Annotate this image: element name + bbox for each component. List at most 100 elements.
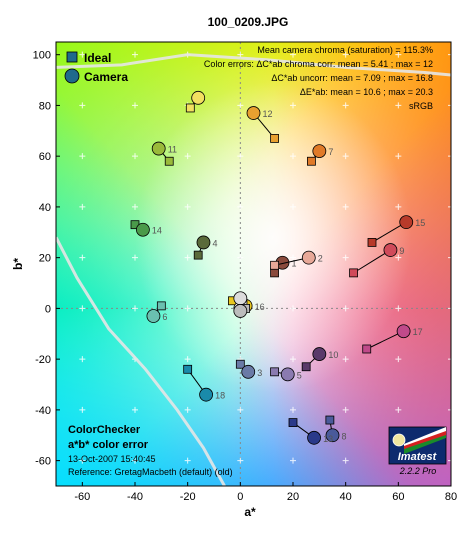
legend-camera-circle <box>64 68 80 84</box>
x-tick-label: -40 <box>127 491 143 503</box>
x-tick-label: 40 <box>340 491 352 503</box>
ideal-point-1 <box>270 268 279 278</box>
grid-mark <box>184 254 191 261</box>
ideal-point-17 <box>362 344 372 354</box>
y-tick-label: 100 <box>33 50 51 62</box>
ideal-point-12 <box>270 134 279 143</box>
patch-label-13: 13 <box>323 434 333 444</box>
camera-point-6 <box>146 309 161 323</box>
ideal-point-n18 <box>185 103 195 113</box>
ideal-point-18 <box>183 364 193 374</box>
camera-point-7 <box>312 144 327 158</box>
grid-mark <box>448 153 451 160</box>
gamut-boundary-line-1 <box>56 236 226 486</box>
grid-mark <box>290 406 296 413</box>
camera-point-5 <box>280 367 295 382</box>
grid-mark <box>342 102 349 109</box>
y-tick-label: 80 <box>39 100 51 112</box>
grid-mark <box>290 153 296 160</box>
grid-mark <box>342 457 349 464</box>
grid-mark <box>395 153 402 160</box>
grid-mark <box>342 203 349 210</box>
gamut-boundary <box>56 53 451 486</box>
grid-mark <box>132 153 138 160</box>
camera-point-n21 <box>233 304 248 318</box>
camera-point-18 <box>199 387 214 402</box>
x-tick-label: 20 <box>287 491 299 503</box>
grid-mark <box>79 254 86 261</box>
imatest-logo: Imatest 2.2.2 Pro <box>388 426 447 476</box>
grid-mark <box>342 305 349 312</box>
ideal-point-6 <box>156 301 166 311</box>
patch-label-3: 3 <box>257 368 262 378</box>
legend-ideal-square <box>66 51 78 63</box>
chart-title: 100_0209.JPG <box>208 15 289 29</box>
grid-mark <box>184 305 191 312</box>
patch-connector-9 <box>353 249 391 274</box>
stat-chroma-corr: Color errors: ΔC*ab chroma corr: mean = … <box>204 59 433 69</box>
y-tick-label: -60 <box>35 456 51 468</box>
x-tick-label: 80 <box>445 491 457 503</box>
patch-label-1: 1 <box>291 259 296 269</box>
logo-version: 2.2.2 Pro <box>399 466 437 476</box>
camera-point-15 <box>399 215 414 230</box>
patch-label-17: 17 <box>413 327 423 337</box>
x-axis-label: a* <box>244 505 256 519</box>
grid-mark <box>395 406 402 413</box>
grid-mark <box>342 51 349 58</box>
grid-mark <box>132 406 138 413</box>
ideal-point-9 <box>349 268 358 278</box>
camera-point-9 <box>383 243 398 257</box>
x-tick-label: 0 <box>237 491 243 503</box>
grid-mark <box>184 457 191 464</box>
ideal-point-10 <box>301 362 311 372</box>
camera-point-11 <box>151 141 166 156</box>
y-tick-label: 60 <box>39 151 51 163</box>
y-tick-label: -40 <box>35 405 51 417</box>
info-date: 13-Oct-2007 15:40:45 <box>68 454 156 464</box>
grid-mark <box>342 406 349 413</box>
stat-colorspace: sRGB <box>409 101 433 111</box>
patch-label-4: 4 <box>212 238 217 248</box>
y-axis-ticks: 100 80 60 40 20 0 -20 -40 -60 <box>33 50 60 468</box>
patch-label-2: 2 <box>318 254 323 264</box>
ideal-point-13 <box>288 418 298 427</box>
patch-label-16: 16 <box>255 302 265 312</box>
info-block: ColorChecker a*b* color error 13-Oct-200… <box>68 424 233 477</box>
patch-label-11: 11 <box>168 145 177 155</box>
grid-mark <box>132 203 138 210</box>
grid-mark <box>448 305 451 312</box>
patch-label-6: 6 <box>162 312 167 322</box>
grid-mark <box>132 457 138 464</box>
camera-point-14 <box>135 222 150 237</box>
grid-mark <box>237 203 244 210</box>
grid-mark <box>290 254 296 261</box>
grid-mark <box>184 406 191 413</box>
patch-label-18: 18 <box>215 391 225 401</box>
grid-mark <box>448 51 451 58</box>
grid-mark <box>342 254 349 261</box>
y-tick-label: 0 <box>45 303 51 315</box>
grid-mark <box>79 203 86 210</box>
patch-label-8: 8 <box>342 431 347 441</box>
stat-chroma: Mean camera chroma (saturation) = 115.3% <box>257 45 433 55</box>
patch-label-7: 7 <box>328 147 333 157</box>
grid-mark <box>79 305 86 312</box>
camera-point-10 <box>312 347 327 361</box>
ideal-point-11 <box>164 156 174 166</box>
ideal-point-7 <box>307 156 316 166</box>
grid-mark <box>132 51 138 58</box>
grid-mark <box>290 356 296 363</box>
grid-mark <box>395 305 402 312</box>
grid-mark <box>290 305 296 312</box>
info-title: ColorChecker <box>68 424 141 436</box>
x-tick-label: -60 <box>74 491 90 503</box>
gamut-boundary-line-0 <box>56 53 451 77</box>
grid-mark <box>184 203 191 210</box>
y-tick-label: 20 <box>39 253 51 265</box>
camera-point-12 <box>246 106 261 120</box>
y-axis-label: b* <box>11 258 25 270</box>
grid-mark <box>395 203 402 210</box>
grid-mark <box>395 102 402 109</box>
